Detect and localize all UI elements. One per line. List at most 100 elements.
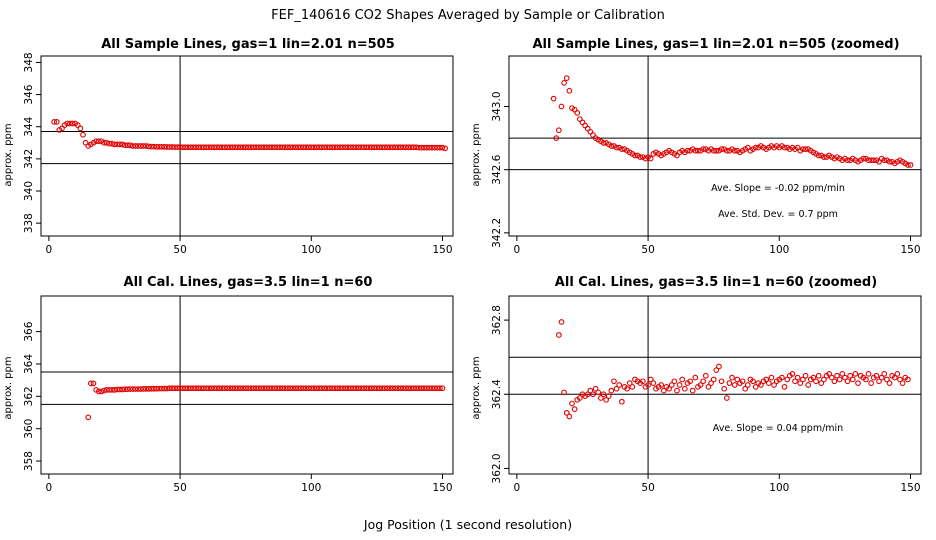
data-point <box>752 144 759 151</box>
data-point <box>111 387 118 393</box>
data-point <box>794 374 801 381</box>
data-point <box>710 147 717 154</box>
data-point <box>195 385 202 392</box>
data-point <box>185 144 191 151</box>
data-point <box>632 152 638 159</box>
data-point <box>282 385 288 392</box>
data-point <box>387 385 393 392</box>
figure-title: FEF_140616 CO2 Shapes Averaged by Sample… <box>271 8 665 23</box>
data-point <box>442 145 448 152</box>
data-point <box>261 385 267 392</box>
data-point <box>561 389 567 396</box>
data-point <box>723 147 730 154</box>
x-tick-label: 150 <box>900 244 920 256</box>
data-point <box>290 385 296 392</box>
data-point <box>434 144 441 151</box>
data-point <box>116 386 123 393</box>
data-point <box>416 385 422 392</box>
data-point <box>423 144 430 151</box>
data-point <box>119 141 126 148</box>
data-point <box>713 367 720 374</box>
data-point <box>216 144 223 151</box>
data-point <box>402 385 409 392</box>
data-point <box>556 127 562 134</box>
data-point <box>389 144 396 151</box>
y-tick-label: 340 <box>23 181 35 201</box>
data-point <box>647 155 654 162</box>
y-tick-label: 348 <box>23 52 35 72</box>
data-point <box>802 146 809 153</box>
data-point <box>363 144 370 151</box>
data-point <box>187 385 194 392</box>
data-point <box>368 385 375 392</box>
data-point <box>603 396 609 403</box>
data-point <box>645 382 651 388</box>
data-point <box>182 144 189 151</box>
annotation-ave-slope: Ave. Slope = -0.02 ppm/min <box>711 183 845 194</box>
data-point <box>85 414 92 421</box>
data-point <box>171 144 178 150</box>
data-point <box>211 144 218 151</box>
data-point <box>263 144 270 151</box>
data-point <box>828 374 835 381</box>
data-point <box>308 385 315 392</box>
data-point <box>423 385 430 392</box>
data-point <box>227 385 233 392</box>
data-point <box>292 385 299 392</box>
data-point <box>269 385 275 392</box>
data-point <box>402 144 409 151</box>
data-point <box>311 144 317 151</box>
data-point <box>258 385 265 392</box>
data-point <box>287 144 294 151</box>
data-point <box>300 144 307 151</box>
data-point <box>611 378 617 385</box>
data-point <box>392 385 399 392</box>
data-point <box>234 385 241 392</box>
data-point <box>148 385 155 392</box>
data-point <box>166 144 173 150</box>
data-point <box>434 385 441 392</box>
y-tick-label: 342.6 <box>491 154 503 184</box>
data-point <box>185 385 191 392</box>
data-point <box>213 144 220 151</box>
data-point <box>387 144 393 151</box>
data-point <box>729 374 735 381</box>
data-point <box>158 143 165 150</box>
data-point <box>726 380 733 386</box>
data-point <box>815 152 822 159</box>
data-point <box>266 144 273 151</box>
data-point <box>550 95 557 102</box>
data-point <box>750 378 756 385</box>
data-point <box>624 385 630 392</box>
data-point <box>629 384 636 390</box>
x-tick-label: 100 <box>301 244 321 256</box>
data-point <box>381 144 388 151</box>
panel-sample-lines-zoomed-ylabel: approx. ppm <box>471 123 482 186</box>
data-point <box>350 144 357 151</box>
data-point <box>731 147 738 154</box>
data-point <box>127 386 134 392</box>
data-point <box>863 376 869 383</box>
data-point <box>232 385 239 392</box>
data-point <box>279 385 286 392</box>
data-point <box>379 385 385 392</box>
data-point <box>618 146 625 153</box>
data-point <box>884 376 890 383</box>
data-point <box>95 138 102 145</box>
data-point <box>768 374 775 381</box>
data-point <box>284 144 291 151</box>
data-point <box>597 395 604 401</box>
data-point <box>844 157 851 164</box>
data-point <box>329 385 336 392</box>
data-point <box>237 144 244 151</box>
data-point <box>886 380 893 386</box>
data-point <box>150 385 157 392</box>
data-point <box>639 378 646 385</box>
data-point <box>881 371 888 377</box>
data-point <box>311 385 317 392</box>
data-point <box>566 413 573 420</box>
data-point <box>206 144 212 151</box>
data-point <box>405 144 412 151</box>
data-point <box>865 157 872 164</box>
data-point <box>342 385 349 392</box>
